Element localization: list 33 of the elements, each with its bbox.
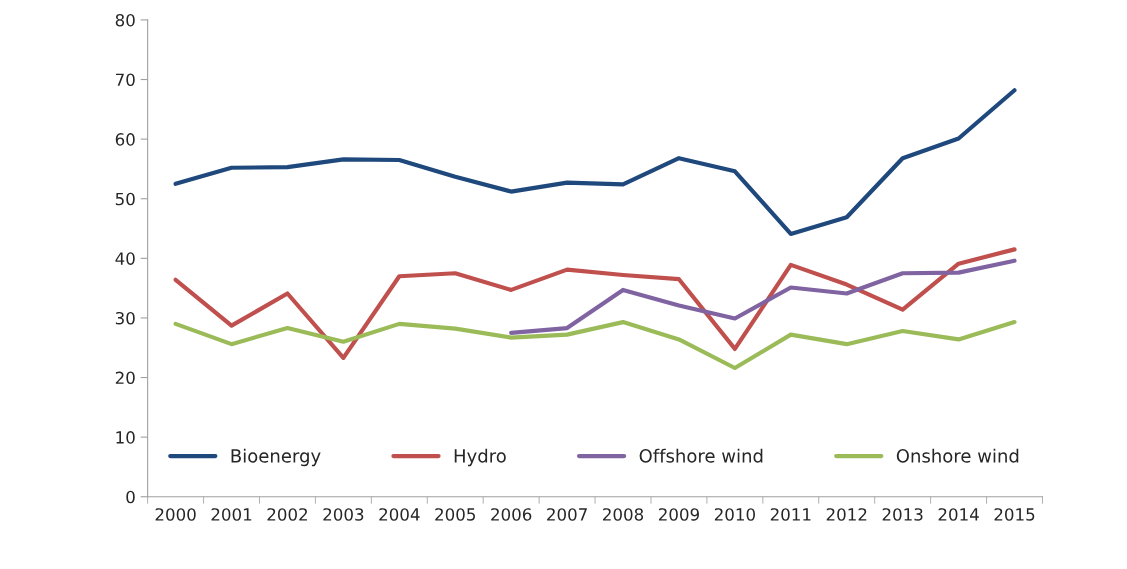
x-tick-label: 2012: [826, 508, 867, 521]
x-tick-label: 2014: [938, 508, 979, 521]
x-tick-label: 2002: [267, 508, 307, 521]
y-tick-label: 80: [115, 13, 135, 27]
x-tick-label: 2004: [379, 508, 420, 521]
y-tick-label: 10: [116, 431, 135, 444]
x-tick-label: 2010: [714, 508, 755, 521]
y-tick-label: 30: [115, 311, 135, 325]
line-series: [173, 320, 1017, 371]
x-tick-label: 2006: [491, 508, 532, 521]
x-tick-label: 2003: [323, 508, 364, 521]
x-tick-label: 2009: [658, 508, 699, 521]
x-tick-label: 2015: [994, 508, 1035, 521]
x-tick-label: 2000: [155, 508, 196, 521]
y-tick-label: 20: [115, 371, 135, 385]
legend-label: Onshore wind: [896, 448, 1019, 463]
y-tick-label: 50: [115, 192, 135, 206]
x-tick-label: 2001: [211, 508, 252, 521]
legend-label: Bioenergy: [231, 448, 321, 467]
x-tick-label: 2008: [603, 508, 644, 521]
line-series: [173, 247, 1017, 360]
line-series: [509, 258, 1017, 335]
y-tick-label: 40: [115, 252, 135, 265]
x-tick-label: 2013: [882, 508, 923, 521]
x-tick-label: 2005: [435, 508, 475, 521]
legend-label: Hydro: [454, 448, 506, 467]
line-series: [173, 88, 1017, 236]
legend-label: Offshore wind: [639, 448, 763, 463]
x-tick-label: 2007: [547, 508, 587, 521]
y-tick-label: 70: [115, 73, 135, 87]
y-tick-label: 0: [126, 490, 135, 504]
y-tick-label: 60: [115, 133, 135, 146]
x-tick-label: 2011: [770, 508, 811, 521]
